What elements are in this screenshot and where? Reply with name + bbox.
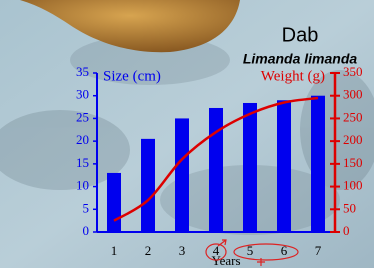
y-tick-label: 25 <box>76 109 89 124</box>
x-tick-label: 7 <box>315 243 322 258</box>
y2-tick-label: 50 <box>343 200 356 215</box>
bar <box>243 103 257 232</box>
y2-tick-label: 0 <box>343 223 350 238</box>
x-tick-label: 2 <box>145 243 152 258</box>
y2-tick-label: 200 <box>343 132 363 147</box>
bar <box>311 96 325 232</box>
y2-tick-label: 300 <box>343 87 363 102</box>
y2-tick-label: 100 <box>343 178 363 193</box>
chart-title: Dab <box>282 24 319 46</box>
chart-subtitle: Limanda limanda <box>243 51 358 67</box>
y2-tick-label: 150 <box>343 155 363 170</box>
x-tick-label: 4 <box>213 243 220 258</box>
bar <box>175 118 189 232</box>
chart: Dab Limanda limanda Size (cm) Weight (g)… <box>0 0 374 268</box>
bar <box>209 108 223 232</box>
x-tick-label: 1 <box>111 243 118 258</box>
y-tick-label: 30 <box>76 87 89 102</box>
y2-tick-label: 250 <box>343 109 363 124</box>
y-tick-label: 15 <box>76 155 89 170</box>
x-tick-label: 6 <box>281 243 288 258</box>
bar <box>141 139 155 232</box>
x-tick-label: 3 <box>179 243 186 258</box>
y-tick-label: 20 <box>76 132 89 147</box>
y-tick-label: 5 <box>83 200 90 215</box>
y-tick-label: 0 <box>83 223 90 238</box>
bar <box>277 100 291 232</box>
y2-axis-label: Weight (g) <box>261 68 325 84</box>
y-tick-label: 10 <box>76 178 89 193</box>
x-tick-label: 5 <box>247 243 254 258</box>
y-tick-label: 35 <box>76 64 89 79</box>
y-axis-label: Size (cm) <box>103 68 161 84</box>
bar <box>107 173 121 232</box>
y2-tick-label: 350 <box>343 64 363 79</box>
